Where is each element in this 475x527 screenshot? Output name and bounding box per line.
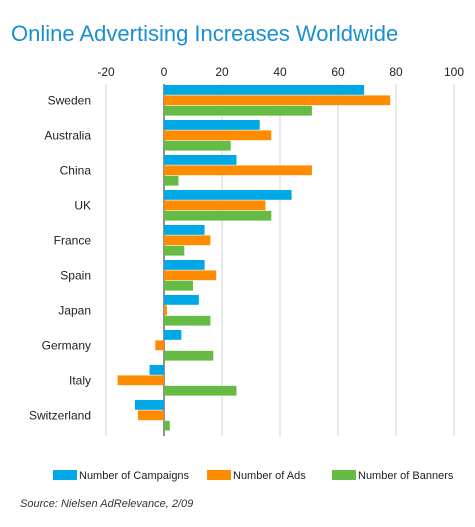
x-tick-label: 60: [331, 65, 345, 79]
category-label: Australia: [44, 129, 91, 143]
x-tick-label: 80: [389, 65, 403, 79]
category-label: Italy: [69, 374, 91, 388]
tick-layer: -20 0 20 40 60 80 100: [97, 65, 464, 79]
category-label: Switzerland: [29, 409, 91, 423]
chart-title: Online Advertising Increases Worldwide: [11, 21, 398, 46]
category-label: Sweden: [48, 94, 91, 108]
bar-number-of-ads-japan: [164, 305, 167, 316]
category-label: Germany: [42, 339, 91, 353]
x-tick-label: 100: [444, 65, 464, 79]
legend-label: Number of Banners: [358, 470, 454, 482]
category-label: France: [54, 234, 92, 248]
x-tick-label: 40: [273, 65, 287, 79]
bar-number-of-banners-australia: [164, 140, 231, 151]
bar-number-of-campaigns-china: [164, 155, 237, 165]
category-label: Japan: [58, 304, 91, 318]
bar-number-of-banners-germany: [164, 350, 214, 361]
legend-swatch: [53, 470, 77, 480]
x-tick-label: 0: [161, 65, 168, 79]
bar-number-of-banners-switzerland: [164, 420, 170, 431]
bar-number-of-ads-spain: [164, 270, 217, 281]
bar-number-of-campaigns-uk: [164, 190, 292, 200]
bar-number-of-ads-sweden: [164, 95, 391, 106]
category-layer: Sweden Australia China UK France Spain Japan Ge…: [29, 94, 91, 423]
bar-number-of-banners-sweden: [164, 105, 312, 116]
bar-number-of-campaigns-switzerland: [135, 400, 164, 410]
category-label: UK: [74, 199, 91, 213]
bar-number-of-ads-italy: [117, 375, 164, 386]
legend-swatch: [207, 470, 231, 480]
legend-item: Number of Ads: [207, 470, 306, 482]
bar-number-of-banners-italy: [164, 385, 237, 396]
legend-item: Number of Banners: [332, 470, 454, 482]
bar-number-of-ads-switzerland: [137, 410, 164, 421]
source-note: Source: Nielsen AdRelevance, 2/09: [20, 498, 194, 510]
bar-layer: [117, 85, 391, 431]
bar-number-of-ads-germany: [155, 340, 164, 351]
bar-number-of-ads-australia: [164, 130, 272, 141]
bar-number-of-banners-spain: [164, 280, 193, 291]
bar-number-of-campaigns-italy: [149, 365, 164, 375]
bar-number-of-campaigns-sweden: [164, 85, 365, 95]
legend-layer: Number of Campaigns Number of Ads Number o…: [53, 470, 454, 482]
legend-item: Number of Campaigns: [53, 470, 190, 482]
legend-label: Number of Campaigns: [79, 470, 190, 482]
bar-number-of-banners-france: [164, 245, 185, 256]
bar-number-of-campaigns-spain: [164, 260, 205, 270]
legend-swatch: [332, 470, 356, 480]
bar-number-of-ads-china: [164, 165, 312, 176]
bar-number-of-banners-uk: [164, 210, 272, 221]
category-label: Spain: [60, 269, 91, 283]
bar-number-of-campaigns-france: [164, 225, 205, 235]
legend-label: Number of Ads: [233, 470, 306, 482]
category-label: China: [60, 164, 92, 178]
bar-number-of-banners-china: [164, 175, 179, 186]
bar-number-of-campaigns-germany: [164, 330, 182, 340]
bar-number-of-banners-japan: [164, 315, 211, 326]
bar-number-of-ads-france: [164, 235, 211, 246]
bar-number-of-ads-uk: [164, 200, 266, 211]
x-tick-label: -20: [97, 65, 115, 79]
bar-number-of-campaigns-japan: [164, 295, 199, 305]
bar-number-of-campaigns-australia: [164, 120, 260, 130]
x-tick-label: 20: [215, 65, 229, 79]
